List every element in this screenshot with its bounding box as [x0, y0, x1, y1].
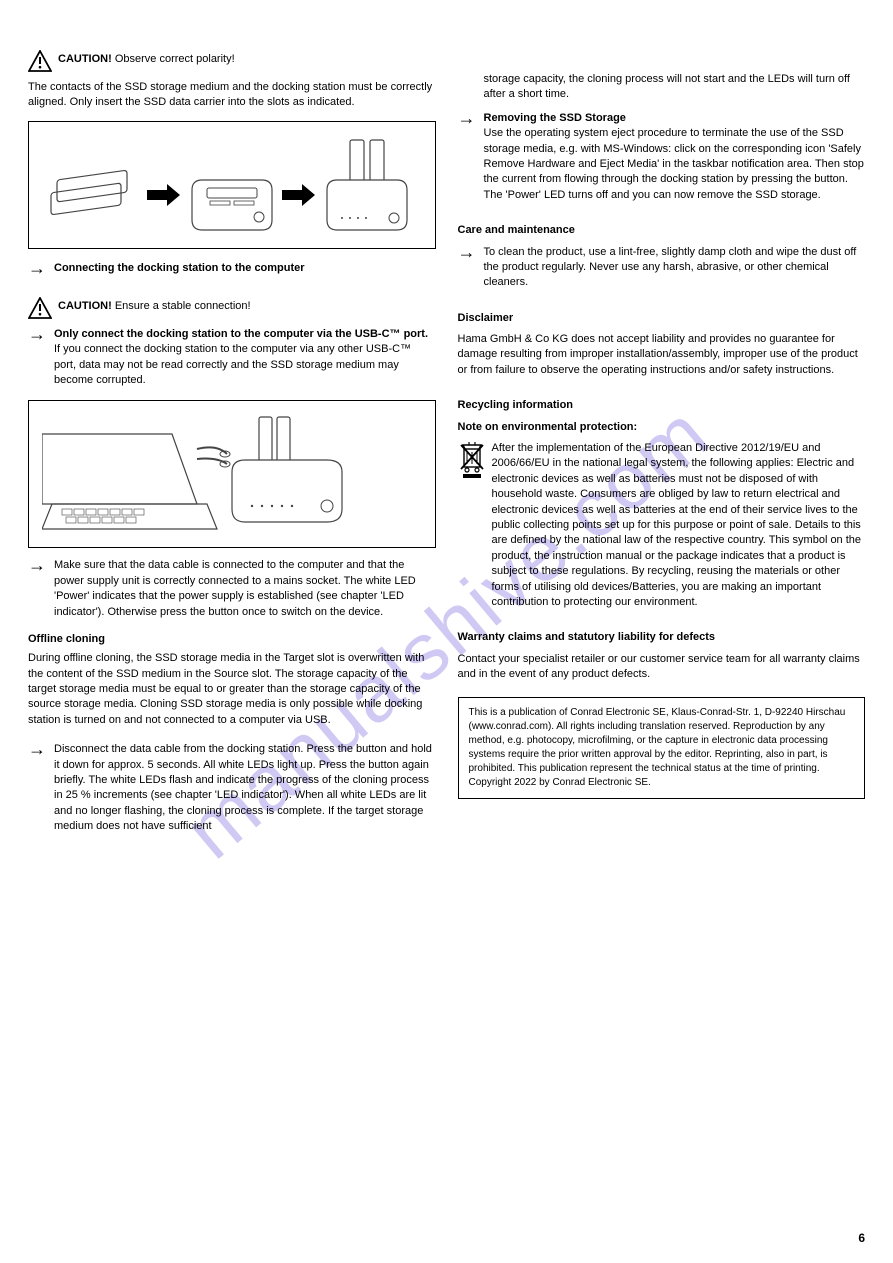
publication-text: This is a publication of Conrad Electron… [469, 706, 855, 790]
caution-para: The contacts of the SSD storage medium a… [28, 80, 436, 111]
caution-text: Ensure a stable connection! [112, 300, 251, 312]
step-care: → To clean the product, use a lint-free,… [458, 245, 866, 291]
arrow-icon: → [458, 109, 476, 127]
step-port-title: Only connect the docking station to the … [54, 327, 436, 342]
step-power: → Make sure that the data cable is conne… [28, 558, 436, 620]
arrow-icon: → [458, 243, 476, 261]
step-connect-title: Connecting the docking station to the co… [54, 261, 305, 276]
recycling-body: After the implementation of the European… [458, 441, 866, 610]
arrow-icon: → [28, 259, 46, 277]
clone-continuation: storage capacity, the cloning process wi… [458, 72, 866, 103]
arrow-icon: → [28, 325, 46, 343]
right-column: storage capacity, the cloning process wi… [458, 50, 866, 841]
left-column: CAUTION! Observe correct polarity! The c… [28, 50, 436, 841]
step-power-text: Make sure that the data cable is connect… [54, 558, 436, 620]
warranty-text: Contact your specialist retailer or our … [458, 652, 866, 683]
recycling-note-title: Note on environmental protection: [458, 420, 866, 435]
disclaimer-title: Disclaimer [458, 311, 866, 326]
step-remove: → Removing the SSD Storage Use the opera… [458, 111, 866, 203]
step-clone-text: Disconnect the data cable from the docki… [54, 742, 436, 834]
care-title: Care and maintenance [458, 223, 866, 238]
step-clone: → Disconnect the data cable from the doc… [28, 742, 436, 834]
step-port: → Only connect the docking station to th… [28, 327, 436, 389]
weee-icon [458, 441, 486, 484]
recycling-title: Recycling information [458, 398, 866, 413]
caution-text: Observe correct polarity! [112, 53, 235, 65]
figure-dock-laptop [28, 400, 436, 548]
page-number: 6 [858, 1230, 865, 1247]
warranty-title: Warranty claims and statutory liability … [458, 630, 866, 645]
offline-clone-text: During offline cloning, the SSD storage … [28, 651, 436, 728]
arrow-icon: → [28, 556, 46, 574]
figure-ssd-insert [28, 121, 436, 249]
step-care-text: To clean the product, use a lint-free, s… [484, 245, 866, 291]
publication-box: This is a publication of Conrad Electron… [458, 697, 866, 799]
warning-icon [28, 50, 52, 72]
warning-icon [28, 297, 52, 319]
step-port-text: If you connect the docking station to th… [54, 342, 436, 388]
step-remove-title: Removing the SSD Storage [484, 111, 866, 126]
offline-clone-title: Offline cloning [28, 632, 436, 647]
recycling-text: After the implementation of the European… [492, 441, 866, 610]
step-connect: → Connecting the docking station to the … [28, 261, 436, 277]
caution-block-2: CAUTION! Ensure a stable connection! [28, 297, 436, 319]
caution-label: CAUTION! [58, 300, 112, 312]
caution-block-1: CAUTION! Observe correct polarity! [28, 50, 436, 72]
caution-label: CAUTION! [58, 53, 112, 65]
disclaimer-text: Hama GmbH & Co KG does not accept liabil… [458, 332, 866, 378]
arrow-icon: → [28, 740, 46, 758]
step-remove-text: Use the operating system eject procedure… [484, 126, 866, 203]
